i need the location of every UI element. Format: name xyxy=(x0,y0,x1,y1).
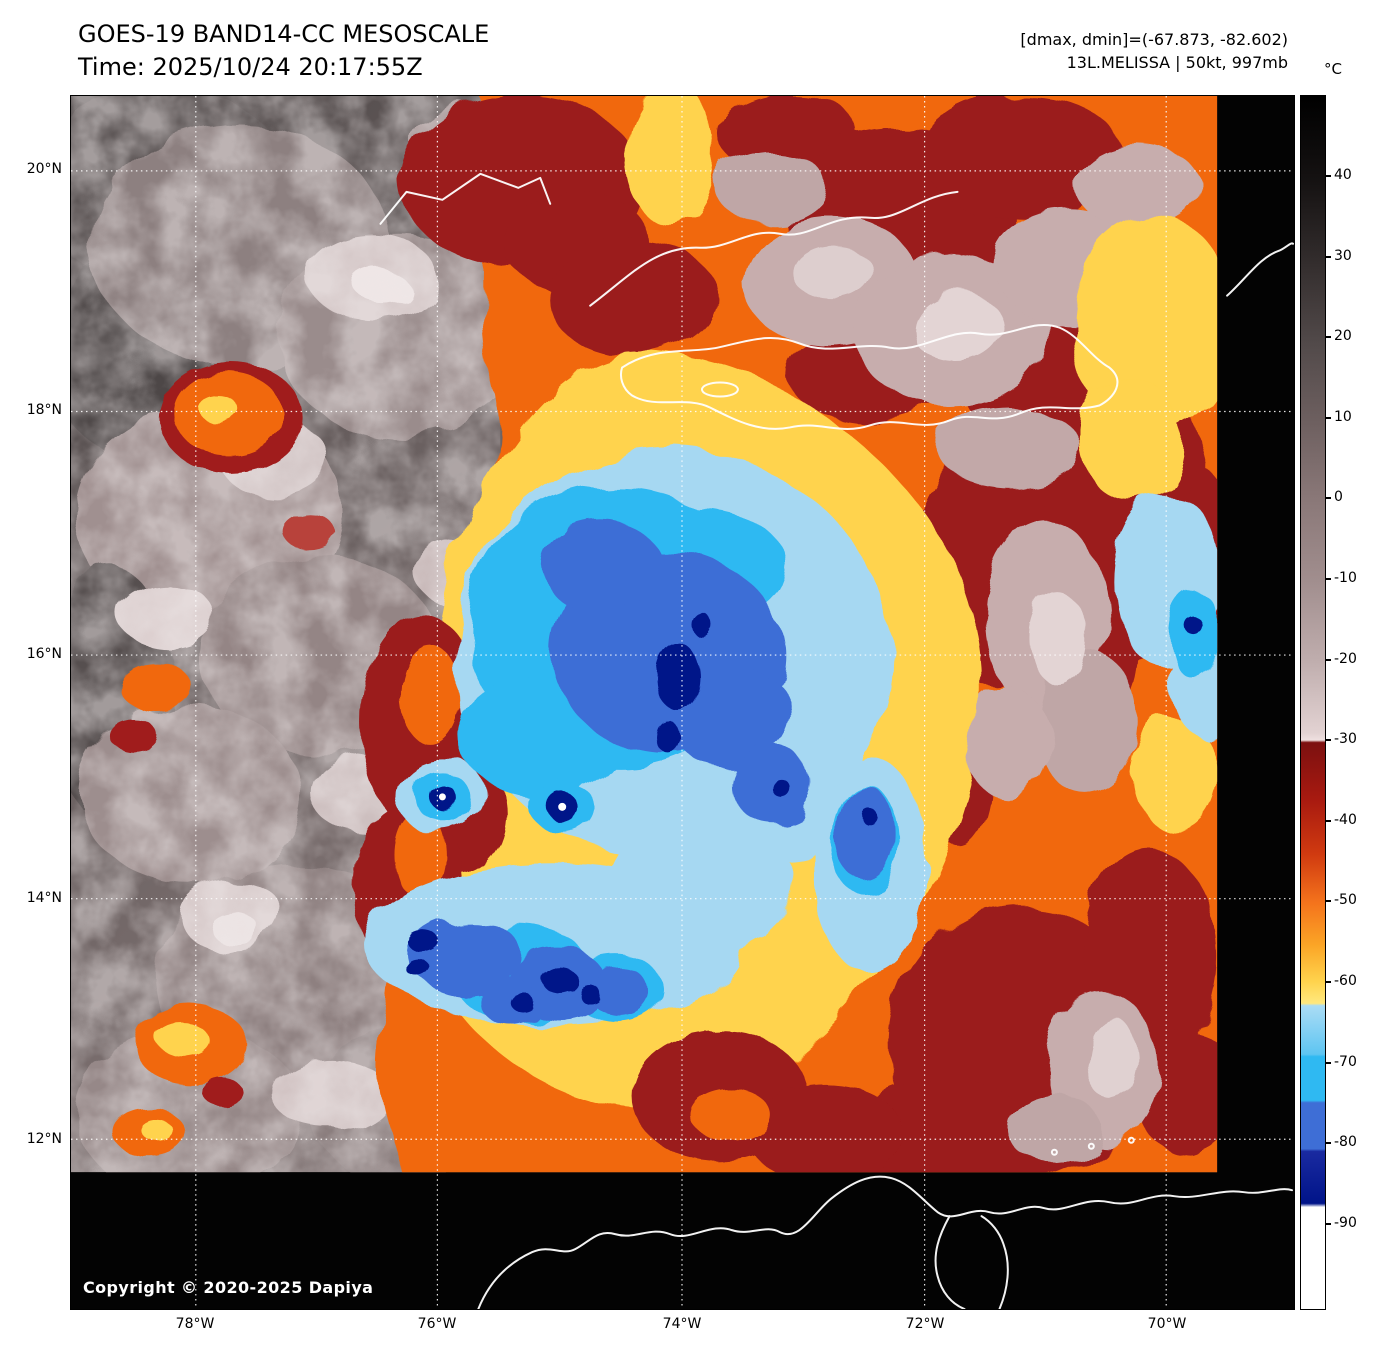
colorbar-tick: -30 xyxy=(1325,731,1357,747)
lat-label: 20°N xyxy=(26,161,62,177)
title-block: GOES-19 BAND14-CC MESOSCALE Time: 2025/1… xyxy=(78,18,489,84)
imagery-warm-pinhole-west xyxy=(438,793,446,801)
coastline-south-america xyxy=(477,1175,1294,1309)
lon-label: 74°W xyxy=(662,1316,702,1332)
imagery-orange-streaks xyxy=(394,645,770,1141)
gridlines xyxy=(71,96,1294,1309)
colorbar-unit-label: °C xyxy=(1324,60,1342,78)
colorbar-tick: -80 xyxy=(1325,1134,1357,1150)
satellite-map: Copyright © 2020-2025 Dapiya xyxy=(70,95,1295,1310)
coastline-cuba-southeast xyxy=(589,190,959,307)
coastlines xyxy=(379,172,1294,1309)
lat-label: 12°N xyxy=(26,1131,62,1147)
satellite-imagery xyxy=(71,96,1294,1309)
colorbar-tick: -90 xyxy=(1325,1215,1357,1231)
lon-label: 76°W xyxy=(417,1316,457,1332)
temperature-colorbar xyxy=(1300,95,1326,1310)
coastline-island-aruba xyxy=(1050,1148,1058,1156)
info-block: [dmax, dmin]=(-67.873, -82.602) 13L.MELI… xyxy=(1020,28,1288,74)
imagery-data-region xyxy=(71,96,1218,1173)
colorbar-tick: 10 xyxy=(1325,409,1352,425)
timestamp: Time: 2025/10/24 20:17:55Z xyxy=(78,53,423,81)
imagery-warm-islets xyxy=(108,361,335,1157)
imagery-warm-pinhole-east xyxy=(558,802,567,811)
colorbar-tick: -50 xyxy=(1325,892,1357,908)
lon-label: 78°W xyxy=(175,1316,215,1332)
colorbar-tick: -70 xyxy=(1325,1054,1357,1070)
product-title: GOES-19 BAND14-CC MESOSCALE xyxy=(78,20,490,48)
coastline-gonave-island xyxy=(700,381,739,398)
copyright-notice: Copyright © 2020-2025 Dapiya xyxy=(83,1278,374,1297)
colorbar-tick: -20 xyxy=(1325,651,1357,667)
coastline-island-curacao xyxy=(1087,1142,1095,1150)
coastline-island-bonaire xyxy=(1127,1136,1135,1144)
storm-info: 13L.MELISSA | 50kt, 997mb xyxy=(1066,53,1288,72)
colorbar-tick: 0 xyxy=(1325,489,1343,505)
colorbar-tick: 20 xyxy=(1325,328,1352,344)
colorbar-tick: -10 xyxy=(1325,570,1357,586)
lat-label: 18°N xyxy=(26,402,62,418)
lat-label: 16°N xyxy=(26,646,62,662)
lon-label: 72°W xyxy=(905,1316,945,1332)
colorbar-tick: 30 xyxy=(1325,248,1352,264)
coastline-maracaibo-west xyxy=(934,1215,966,1309)
colorbar-tick: -60 xyxy=(1325,973,1357,989)
coastline-northeast-fragment xyxy=(1226,242,1294,297)
lon-label: 70°W xyxy=(1147,1316,1187,1332)
coastline-hispaniola xyxy=(619,323,1119,430)
colorbar-tick: -40 xyxy=(1325,812,1357,828)
lat-label: 14°N xyxy=(26,890,62,906)
coastline-maracaibo-east xyxy=(980,1215,1009,1309)
dmax-dmin-readout: [dmax, dmin]=(-67.873, -82.602) xyxy=(1020,30,1288,49)
coastline-cuba-west xyxy=(379,172,552,225)
colorbar-tick: 40 xyxy=(1325,167,1352,183)
